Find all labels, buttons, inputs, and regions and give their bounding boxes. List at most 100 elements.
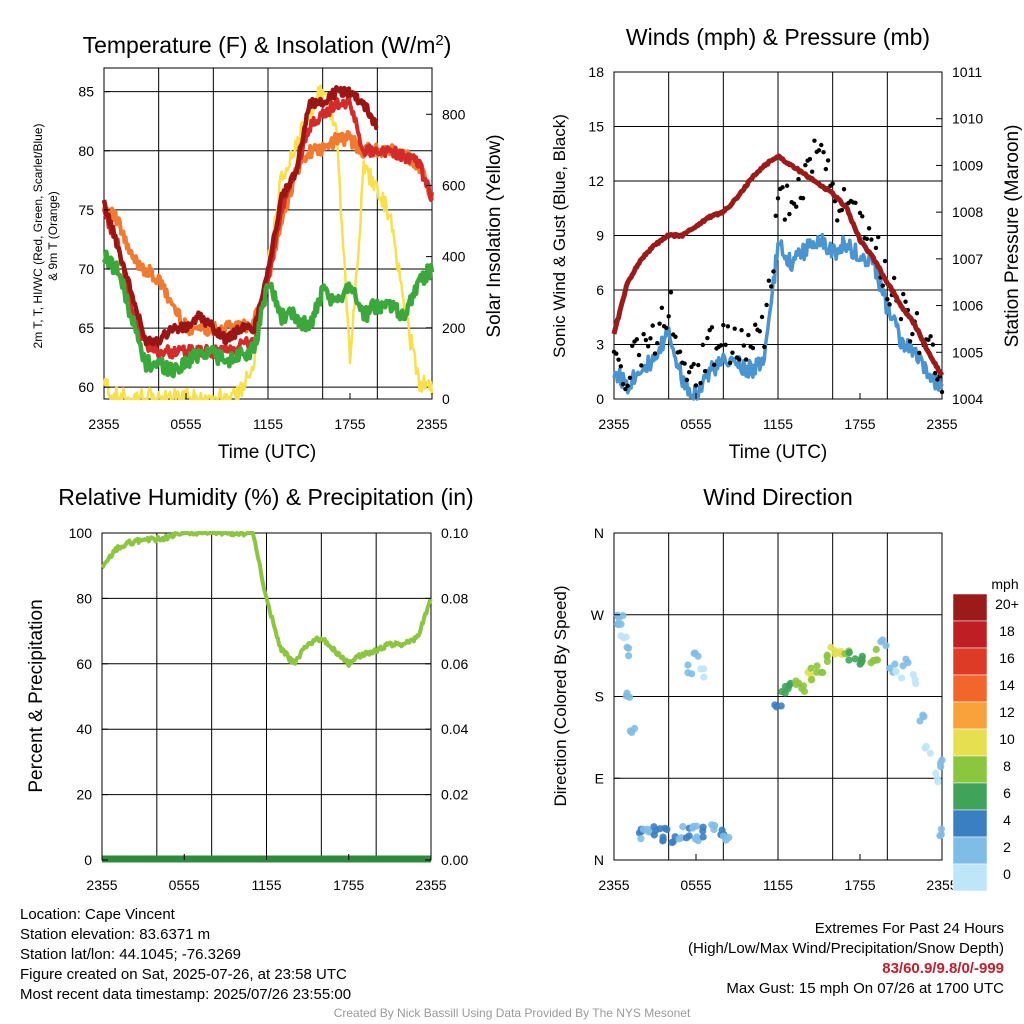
gust-point [910,331,915,337]
direction-point [691,835,700,843]
direction-point [819,668,827,677]
direction-point [845,648,853,657]
gust-point [741,343,747,348]
gust-point [882,258,888,264]
y-tick-label: 6 [596,282,604,298]
legend-label: 16 [999,650,1015,666]
x-tick-label: 2355 [86,877,117,893]
gust-point [702,369,708,374]
x-tick-label: 1155 [253,416,283,432]
temperature-panel: Temperature (F) & Insolation (W/m2) 60 65… [31,32,505,464]
direction-point [845,656,853,664]
gust-point [860,214,865,219]
y-tick-label: N [594,852,604,868]
direction-point [911,676,919,684]
legend-label: 2 [1003,839,1011,855]
gust-point [673,334,678,340]
speed-legend-title: mph [991,576,1018,592]
legend-swatch [952,782,988,811]
gust-point [693,383,699,388]
y-tick-label: 1004 [952,391,983,407]
gust-point [659,305,665,310]
direction-point [694,652,702,660]
gust-point [759,314,765,320]
y-tick-label: 12 [588,173,604,189]
gust-point [650,323,655,328]
y-tick-label: 40 [76,721,92,737]
direction-point [897,674,906,682]
direction-point [689,824,697,832]
station-location: Location: Cape Vincent [20,906,175,923]
y-tick-label: 0.10 [441,525,468,541]
gust-point [809,169,815,174]
direction-point [699,827,707,835]
y-tick-label: 1010 [952,111,983,127]
recent-timestamp: Most recent data timestamp: 2025/07/26 2… [20,986,352,1003]
direction-point [725,833,733,842]
gust-point [636,352,642,358]
gust-point [725,324,731,329]
legend-label: 4 [1003,812,1011,828]
direction-point [684,669,692,677]
figure-created: Figure created on Sat, 2025-07-26, at 23… [20,966,347,983]
direction-point [873,656,882,664]
gust-point [773,213,778,219]
direction-point [807,664,815,672]
gust-point [655,340,660,346]
y-tick-label: 70 [78,261,94,277]
direction-point [719,832,728,840]
direction-point [617,620,625,628]
legend-swatch [952,701,988,730]
x-tick-label: 2355 [926,416,957,432]
gust-point [816,148,822,153]
direction-point [700,673,708,681]
y-tick-label: 0.06 [441,656,468,672]
speed-legend: 20+ 18 16 14 12 10 8 6 4 2 0 [952,593,1019,892]
direction-point [879,636,887,644]
y-tick-label: 0.02 [441,787,468,803]
gust-point [623,386,628,392]
gust-point [939,389,945,395]
gust-point [652,351,658,356]
y-tick-label: 1005 [952,344,983,360]
wind-panel: Winds (mph) & Pressure (mb) 0 3 6 9 12 15 18 1… [550,24,1023,463]
gust-point [634,337,639,342]
direction-point [685,832,693,840]
legend-swatch [952,836,988,865]
direction-point [617,632,625,640]
y-tick-label: S [595,689,604,705]
direction-title: Wind Direction [703,484,853,510]
gust-point [794,204,799,209]
gust-point [791,201,797,206]
direction-point [675,835,683,843]
gust-point [616,357,621,362]
gust-point [620,381,626,387]
y-tick-label: 100 [69,525,93,541]
temperature-y2-label: Solar Insolation (Yellow) [484,134,505,337]
legend-swatch [952,593,988,622]
legend-swatch [952,620,988,649]
gust-point [898,316,904,322]
direction-point [823,651,831,659]
gust-point [718,343,724,348]
station-elevation: Station elevation: 83.6371 m [20,926,211,943]
pressure-y2-axis: 1004 1005 1006 1007 1008 1009 1010 1011 [936,64,983,407]
gust-point [880,283,885,288]
gust-point [766,278,772,283]
gust-point [666,314,671,319]
direction-point [668,838,676,847]
gust-point [926,337,931,343]
y-tick-label: 0.08 [441,590,468,606]
gust-point [914,311,920,316]
gust-point [771,269,776,274]
gust-point [630,343,635,349]
temperature-x-label: Time (UTC) [218,442,317,463]
gust-point [750,345,756,351]
gust-point [807,156,813,162]
y-tick-label: 60 [76,656,92,672]
x-tick-label: 2355 [598,416,629,432]
gust-point [784,183,790,188]
x-tick-label: 0555 [169,877,200,893]
y-tick-label: 0 [84,852,92,868]
gust-point [721,322,726,328]
